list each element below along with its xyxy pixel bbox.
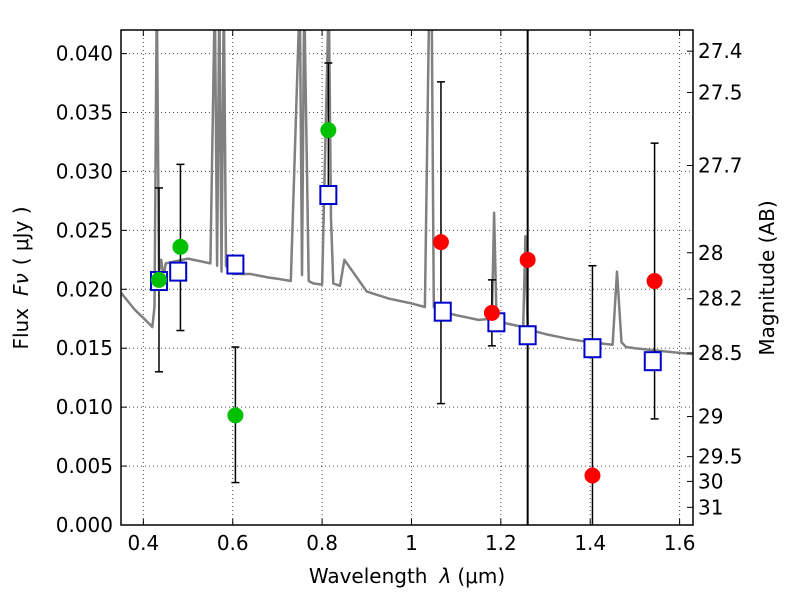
y-tick-label: 0.020 xyxy=(56,277,113,301)
y-axis-title-symbol: Fν xyxy=(9,273,33,296)
green-data-point xyxy=(172,238,189,255)
x-tick-label: 0.4 xyxy=(127,531,159,555)
y2-tick-label: 28.2 xyxy=(698,287,743,311)
x-axis-title-text: Wavelength xyxy=(309,564,428,588)
red-data-point xyxy=(646,273,663,290)
y-axis-ticks: 0.000 0.005 0.010 0.015 0.020 0.025 0.030 0.035… xyxy=(56,42,127,537)
y-axis-title-unit: ( μJy ) xyxy=(9,206,33,265)
model-band-square xyxy=(518,325,537,346)
x-tick-label: 0.6 xyxy=(217,531,249,555)
x-axis-title-symbol: λ xyxy=(439,564,452,588)
model-spectrum-line xyxy=(121,30,693,356)
y-axis-title-text: Flux xyxy=(9,308,33,350)
y-tick-label: 0.015 xyxy=(56,336,113,360)
y-tick-label: 0.035 xyxy=(56,101,113,125)
y-tick-label: 0.030 xyxy=(56,159,113,183)
green-data-point xyxy=(227,407,244,424)
red-data-point xyxy=(432,234,449,251)
x-tick-label: 1.2 xyxy=(485,531,517,555)
y2-tick-label: 31 xyxy=(698,495,723,519)
x-axis-title-unit: (μm) xyxy=(457,564,505,588)
y2-tick-label: 29 xyxy=(698,405,723,429)
y-tick-label: 0.025 xyxy=(56,218,113,242)
y2-tick-label: 28 xyxy=(698,241,723,265)
model-band-square xyxy=(319,185,338,205)
model-band-square xyxy=(643,351,662,372)
y2-axis-title: Magnitude (AB) xyxy=(755,200,779,355)
x-axis-title: Wavelength λ (μm) xyxy=(309,564,505,588)
model-band-square xyxy=(169,261,188,282)
red-data-point xyxy=(584,467,601,484)
y2-tick-label: 27.4 xyxy=(698,39,743,63)
y-tick-label: 0.040 xyxy=(56,42,113,66)
y-tick-label: 0.005 xyxy=(56,454,113,478)
red-data-point xyxy=(519,251,536,268)
y2-tick-label: 30 xyxy=(698,469,723,493)
y2-tick-label: 28.5 xyxy=(698,341,743,365)
y-tick-label: 0.010 xyxy=(56,395,113,419)
y2-tick-label: 29.5 xyxy=(698,445,743,469)
grid xyxy=(121,30,693,526)
model-band-square xyxy=(433,301,452,322)
x-tick-label: 1 xyxy=(405,531,418,555)
x-tick-label: 0.8 xyxy=(306,531,338,555)
red-data-point xyxy=(483,304,500,321)
x-tick-label: 1.6 xyxy=(664,531,696,555)
square-marker-layer xyxy=(149,185,662,372)
errorbar-layer xyxy=(154,62,659,525)
y-tick-label: 0.000 xyxy=(56,513,113,537)
point-marker-layer xyxy=(150,122,663,484)
green-data-point xyxy=(150,271,167,288)
x-axis-ticks: 0.4 0.6 0.8 1 1.2 1.4 1.6 xyxy=(127,30,696,555)
model-band-square xyxy=(226,254,245,275)
model-spectrum-layer xyxy=(121,30,693,356)
y2-tick-label: 27.5 xyxy=(698,80,743,104)
y2-tick-label: 27.7 xyxy=(698,154,743,178)
x-tick-label: 1.4 xyxy=(574,531,606,555)
plot-frame xyxy=(120,29,694,526)
green-data-point xyxy=(320,122,337,139)
y-axis-title: Flux Fν ( μJy ) xyxy=(9,206,33,349)
model-band-square xyxy=(583,338,602,359)
